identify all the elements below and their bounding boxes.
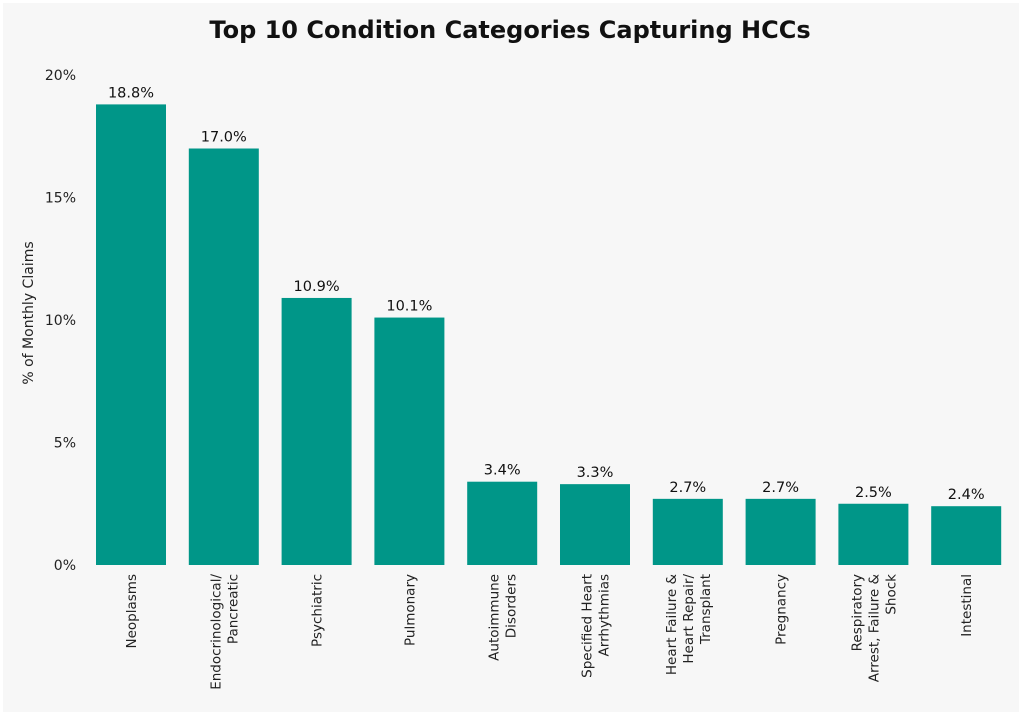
y-tick-label: 0% xyxy=(54,558,76,574)
svg-text:Pulmonary: Pulmonary xyxy=(402,574,418,646)
x-tick-label: Specified HeartArrhythmias xyxy=(580,574,613,678)
data-label: 17.0% xyxy=(201,130,247,146)
x-tick-label: Heart Failure &Heart Repair/Transplant xyxy=(664,574,714,676)
data-label: 3.4% xyxy=(484,463,521,479)
bar xyxy=(745,498,816,565)
data-label: 2.7% xyxy=(669,480,706,496)
x-tick-label: Intestinal xyxy=(959,574,975,637)
data-label: 18.8% xyxy=(108,85,154,101)
svg-text:Pregnancy: Pregnancy xyxy=(774,574,790,645)
data-label: 3.3% xyxy=(577,465,614,481)
data-labels: 18.8% 17.0% 10.9% 10.1% 3.4% 3.3% 2.7% 2.7% 2.5%… xyxy=(108,85,985,503)
svg-text:Psychiatric: Psychiatric xyxy=(310,574,326,647)
chart-background xyxy=(3,3,1019,712)
data-label: 2.4% xyxy=(948,487,985,503)
x-tick-label: Pulmonary xyxy=(402,574,418,646)
svg-text:Intestinal: Intestinal xyxy=(959,574,975,637)
bar xyxy=(188,148,259,565)
x-tick-label: AutoimmuneDisorders xyxy=(487,574,520,661)
data-label: 10.1% xyxy=(386,299,432,315)
y-axis-label: % of Monthly Claims xyxy=(21,241,37,384)
data-label: 10.9% xyxy=(294,279,340,295)
bars xyxy=(96,104,1002,566)
y-axis-ticks: 0% 5% 10% 15% 20% xyxy=(45,68,76,574)
y-tick-label: 15% xyxy=(45,191,76,207)
svg-text:AutoimmuneDisorders: AutoimmuneDisorders xyxy=(487,574,520,661)
x-tick-label: RespiratoryArrest, Failure &Shock xyxy=(849,574,899,683)
y-tick-label: 10% xyxy=(45,313,76,329)
bar xyxy=(467,481,538,565)
bar xyxy=(96,104,166,566)
bar xyxy=(560,484,630,565)
y-tick-label: 20% xyxy=(45,68,76,84)
data-label: 2.7% xyxy=(762,480,799,496)
x-axis-ticks: Neoplasms Endocrinological/Pancreatic Psyc… xyxy=(124,574,975,690)
data-label: 2.5% xyxy=(855,485,892,501)
bar xyxy=(374,317,445,565)
svg-text:Neoplasms: Neoplasms xyxy=(124,574,140,648)
svg-text:Heart Failure &Heart Repair/Tr: Heart Failure &Heart Repair/Transplant xyxy=(664,574,714,676)
svg-text:Specified HeartArrhythmias: Specified HeartArrhythmias xyxy=(580,574,613,678)
bar xyxy=(281,297,352,565)
x-tick-label: Psychiatric xyxy=(310,574,326,647)
y-tick-label: 5% xyxy=(54,436,76,452)
x-tick-label: Endocrinological/Pancreatic xyxy=(208,574,241,690)
bar xyxy=(931,506,1002,565)
chart-title: Top 10 Condition Categories Capturing HC… xyxy=(209,16,810,44)
bar xyxy=(838,503,909,565)
x-tick-label: Neoplasms xyxy=(124,574,140,648)
x-tick-label: Pregnancy xyxy=(774,574,790,645)
svg-text:Endocrinological/Pancreatic: Endocrinological/Pancreatic xyxy=(208,574,241,690)
bar xyxy=(652,498,723,565)
svg-text:RespiratoryArrest, Failure &Sh: RespiratoryArrest, Failure &Shock xyxy=(849,574,899,683)
